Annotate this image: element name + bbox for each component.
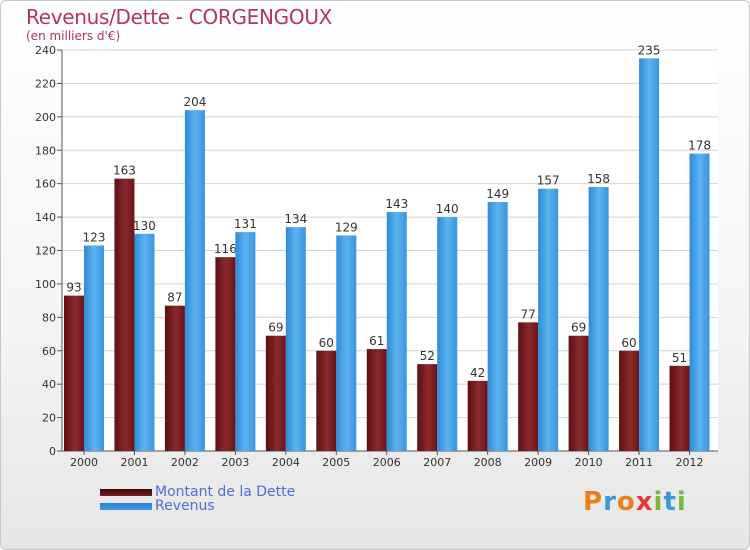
data-label-revenus: 204 bbox=[183, 95, 206, 109]
data-label-revenus: 123 bbox=[83, 230, 106, 244]
data-label-revenus: 140 bbox=[436, 202, 459, 216]
data-label-revenus: 149 bbox=[486, 187, 509, 201]
x-tick-label: 2000 bbox=[70, 456, 98, 469]
y-tick-label: 220 bbox=[35, 77, 56, 90]
legend-swatch-revenus bbox=[100, 503, 152, 510]
bar-dette bbox=[64, 295, 84, 451]
bar-revenus bbox=[437, 217, 458, 451]
y-tick-label: 40 bbox=[42, 378, 56, 391]
bar-dette bbox=[366, 349, 387, 451]
y-tick-label: 120 bbox=[35, 245, 56, 258]
x-tick-label: 2002 bbox=[171, 456, 199, 469]
legend-label-revenus: Revenus bbox=[155, 498, 215, 514]
x-tick-label: 2006 bbox=[373, 456, 401, 469]
data-label-dette: 60 bbox=[621, 336, 636, 350]
y-tick-label: 140 bbox=[35, 211, 56, 224]
data-label-revenus: 157 bbox=[537, 174, 560, 188]
bar-dette bbox=[619, 350, 640, 451]
data-label-dette: 60 bbox=[319, 336, 334, 350]
data-label-dette: 51 bbox=[672, 351, 687, 365]
bar-revenus bbox=[487, 202, 508, 451]
bar-dette bbox=[316, 350, 337, 451]
y-tick-label: 200 bbox=[35, 111, 56, 124]
data-label-dette: 52 bbox=[420, 349, 435, 363]
bar-dette bbox=[568, 335, 589, 451]
data-label-dette: 163 bbox=[113, 164, 136, 178]
x-tick-label: 2009 bbox=[524, 456, 552, 469]
data-label-dette: 42 bbox=[470, 366, 485, 380]
x-tick-label: 2001 bbox=[120, 456, 148, 469]
data-label-revenus: 134 bbox=[284, 212, 307, 226]
y-tick-label: 80 bbox=[42, 311, 56, 324]
logo-letter: r bbox=[603, 487, 617, 517]
bar-dette bbox=[518, 322, 539, 451]
data-label-revenus: 235 bbox=[638, 43, 661, 57]
bar-revenus bbox=[84, 245, 104, 451]
chart-subtitle: (en milliers d'€) bbox=[26, 29, 121, 43]
bar-revenus bbox=[285, 227, 306, 451]
bar-revenus bbox=[538, 188, 559, 451]
logo-letter: P bbox=[583, 487, 604, 517]
data-label-revenus: 131 bbox=[234, 217, 257, 231]
x-tick-label: 2003 bbox=[221, 456, 249, 469]
x-tick-label: 2005 bbox=[322, 456, 350, 469]
bar-revenus bbox=[639, 58, 660, 452]
logo-letter: x bbox=[635, 487, 654, 517]
x-tick-label: 2004 bbox=[272, 456, 300, 469]
data-label-dette: 77 bbox=[521, 307, 536, 321]
data-label-dette: 87 bbox=[167, 291, 182, 305]
data-label-dette: 93 bbox=[66, 281, 81, 295]
data-label-dette: 61 bbox=[369, 334, 384, 348]
bar-dette bbox=[265, 335, 286, 451]
bar-dette bbox=[164, 305, 185, 451]
y-tick-label: 60 bbox=[42, 345, 56, 358]
legend-label-dette: Montant de la Dette bbox=[155, 484, 296, 500]
logo-letter: o bbox=[616, 487, 636, 517]
x-tick-label: 2011 bbox=[625, 456, 653, 469]
y-tick-label: 160 bbox=[35, 178, 56, 191]
bar-revenus bbox=[134, 233, 155, 451]
data-label-dette: 116 bbox=[214, 242, 237, 256]
logo-letter: i bbox=[676, 487, 687, 517]
bar-revenus bbox=[184, 110, 205, 452]
data-label-revenus: 158 bbox=[587, 172, 610, 186]
data-label-dette: 69 bbox=[571, 321, 586, 335]
data-label-revenus: 178 bbox=[688, 139, 711, 153]
chart-title: Revenus/Dette - CORGENGOUX bbox=[26, 5, 333, 29]
bar-dette bbox=[114, 178, 135, 451]
x-tick-label: 2008 bbox=[474, 456, 502, 469]
proxiti-logo: Proxiti bbox=[583, 487, 687, 517]
logo-letter: i bbox=[653, 487, 664, 517]
bar-revenus bbox=[689, 153, 710, 451]
bar-dette bbox=[417, 364, 438, 451]
data-label-revenus: 129 bbox=[335, 220, 358, 234]
y-tick-label: 180 bbox=[35, 144, 56, 157]
data-label-revenus: 143 bbox=[385, 197, 408, 211]
bar-revenus bbox=[386, 212, 407, 451]
bar-revenus bbox=[336, 235, 357, 451]
x-tick-label: 2010 bbox=[575, 456, 603, 469]
legend-swatch-dette bbox=[100, 489, 152, 496]
bar-dette bbox=[467, 380, 488, 451]
x-tick-label: 2012 bbox=[676, 456, 704, 469]
bar-dette bbox=[215, 257, 236, 451]
data-label-revenus: 130 bbox=[133, 219, 156, 233]
data-label-dette: 69 bbox=[268, 321, 283, 335]
bar-dette bbox=[669, 365, 690, 451]
logo-letter: t bbox=[663, 487, 677, 517]
y-tick-label: 240 bbox=[35, 44, 56, 57]
y-tick-label: 100 bbox=[35, 278, 56, 291]
x-tick-label: 2007 bbox=[423, 456, 451, 469]
bar-revenus bbox=[588, 187, 609, 451]
y-tick-label: 0 bbox=[49, 445, 56, 458]
bar-revenus bbox=[235, 232, 256, 451]
y-tick-label: 20 bbox=[42, 412, 56, 425]
